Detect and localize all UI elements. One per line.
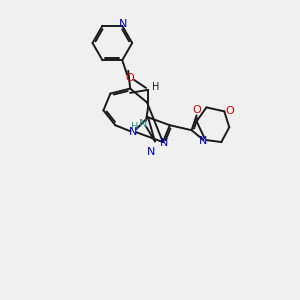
Text: O: O	[225, 106, 234, 116]
Text: N: N	[119, 19, 128, 29]
Text: N: N	[129, 127, 137, 137]
Text: O: O	[192, 105, 201, 116]
Text: N: N	[160, 138, 168, 148]
Text: H: H	[131, 122, 139, 131]
Text: N: N	[199, 136, 208, 146]
Text: N: N	[147, 147, 155, 157]
Text: N: N	[139, 118, 147, 129]
Text: O: O	[126, 73, 135, 83]
Text: H: H	[152, 82, 160, 92]
